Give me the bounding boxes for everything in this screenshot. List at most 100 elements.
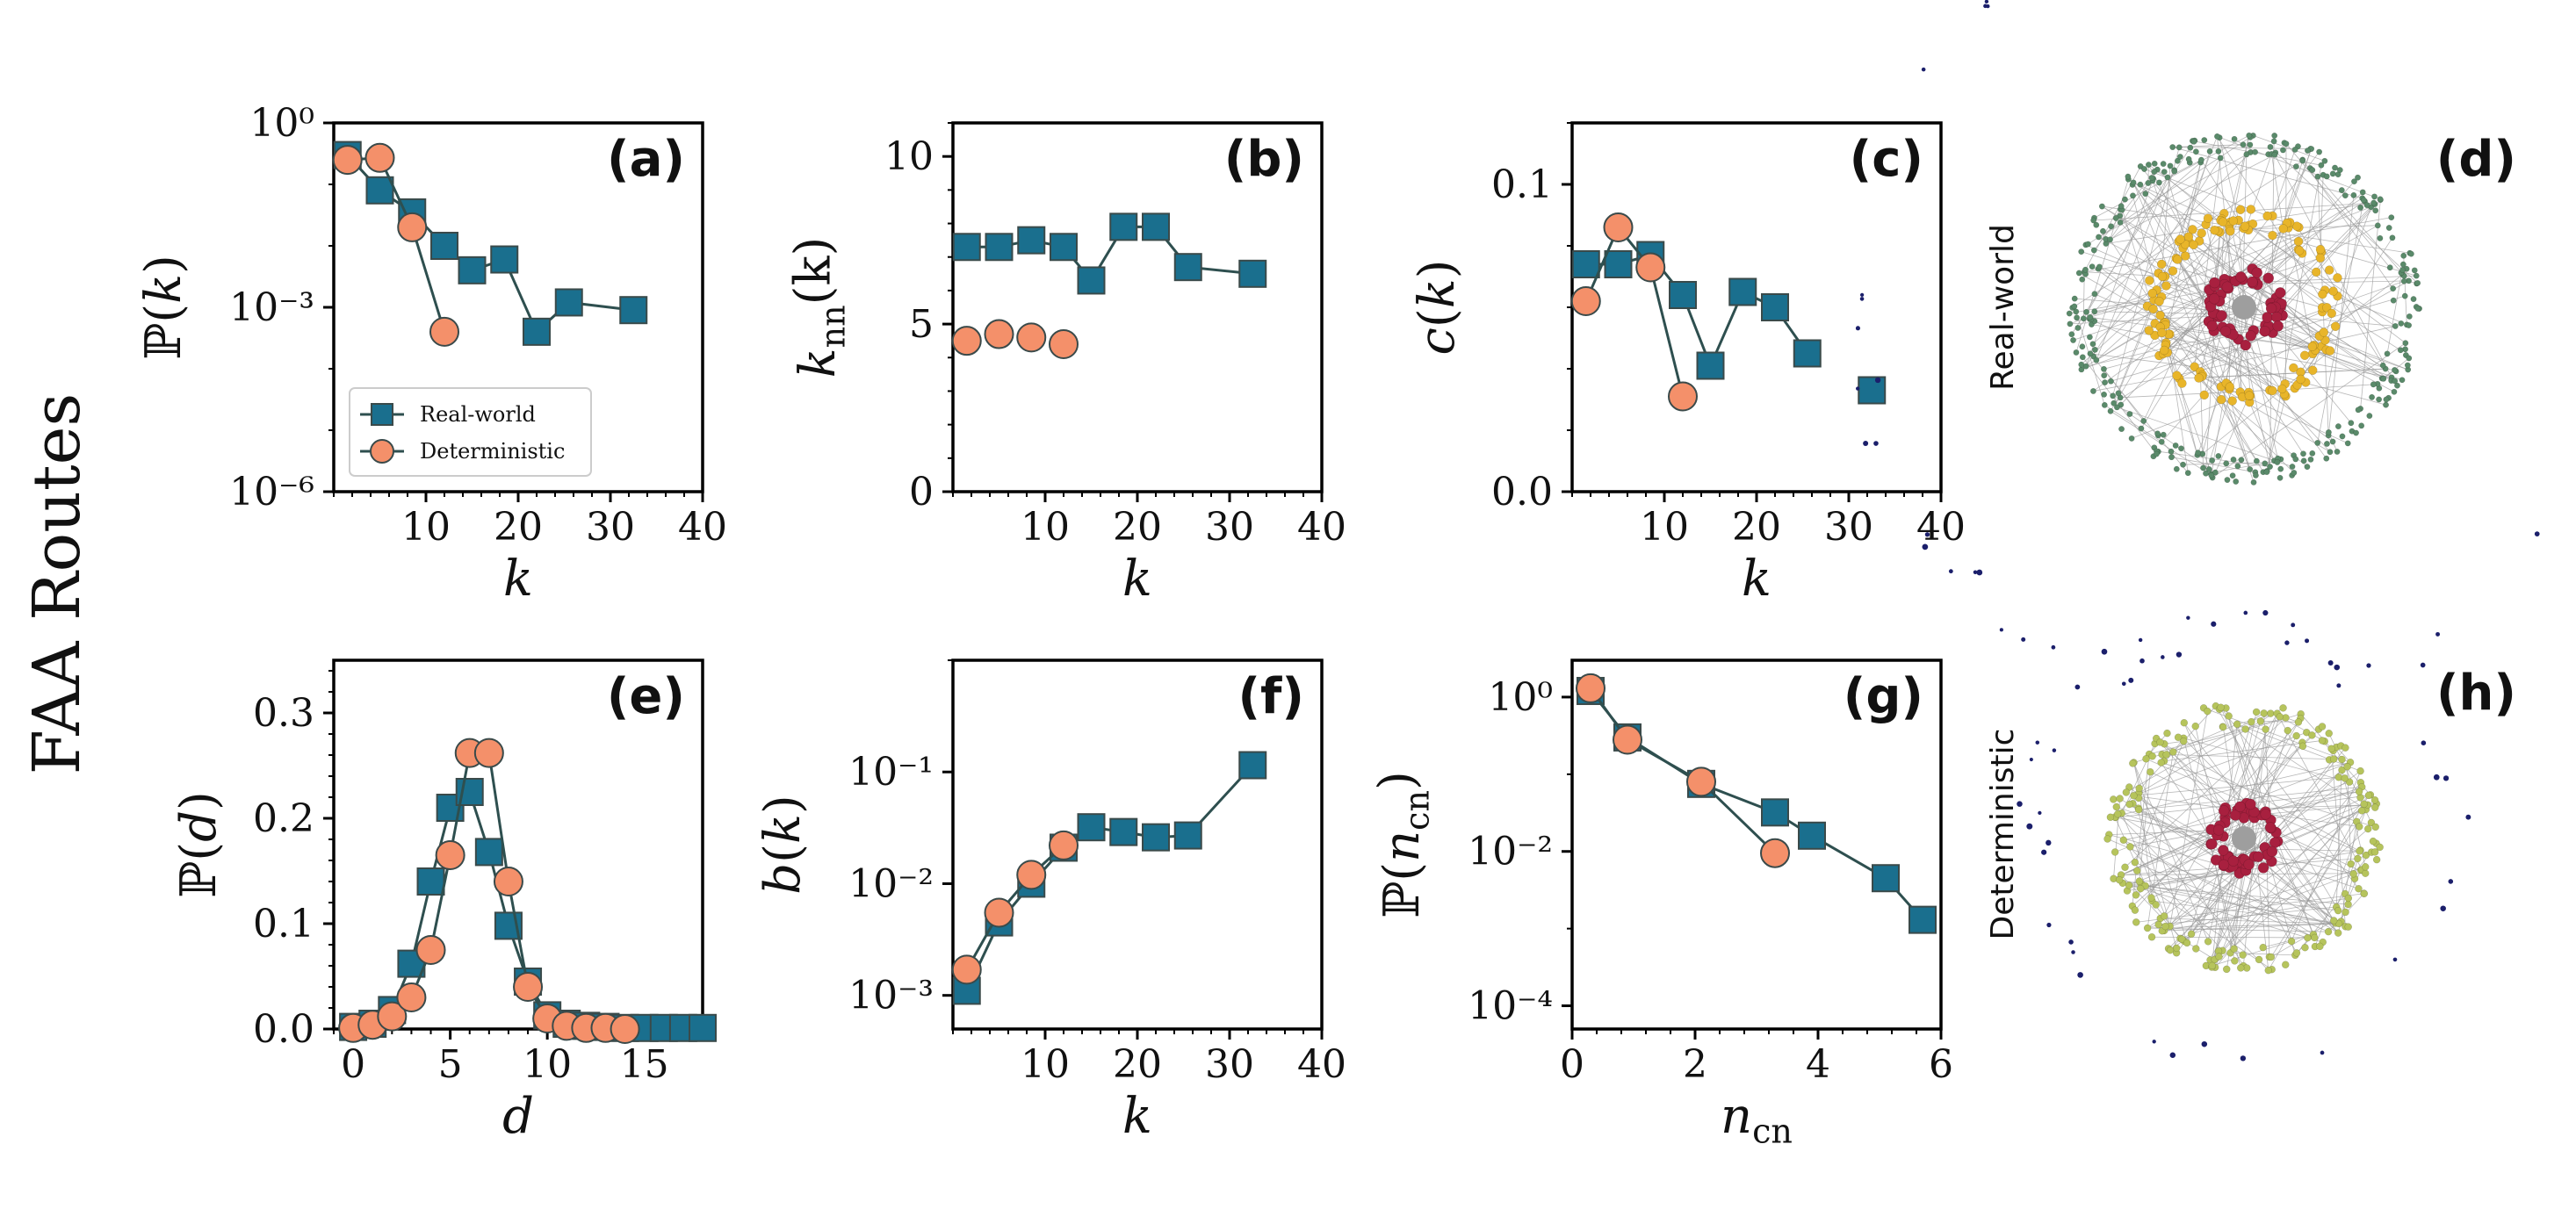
network-node	[1873, 441, 1879, 446]
network-node	[2189, 240, 2198, 250]
legend: Real-world Deterministic	[349, 387, 592, 477]
network-edge	[2161, 263, 2323, 308]
network-node	[2154, 296, 2164, 306]
panel-label-f: (f)	[1237, 668, 1304, 725]
network-node	[2414, 279, 2421, 286]
network-edge	[2360, 199, 2381, 409]
network-node	[2397, 347, 2404, 354]
data-point	[1669, 281, 1697, 309]
network-node	[2073, 308, 2080, 315]
network-node	[2334, 423, 2341, 430]
x-tick-label: 10	[401, 505, 451, 550]
series-deterministic	[1576, 673, 1790, 868]
network-node	[2252, 148, 2259, 155]
network-node	[2361, 869, 2370, 877]
network-edge	[2102, 205, 2278, 312]
network-edge	[2104, 405, 2162, 443]
network-node	[2180, 461, 2187, 468]
network-node	[2332, 164, 2338, 171]
network-node	[2390, 285, 2397, 292]
network-node	[2240, 1055, 2247, 1061]
network-node	[2071, 295, 2078, 302]
network-node	[2230, 945, 2238, 953]
network-edge	[2093, 375, 2177, 392]
network-node	[2234, 463, 2241, 470]
network-node	[2314, 439, 2321, 446]
network-node	[2322, 303, 2332, 313]
network-node	[2160, 431, 2167, 438]
network-edge	[2183, 738, 2350, 783]
network-node	[2292, 456, 2299, 463]
network-node	[2433, 774, 2440, 781]
network-node	[2205, 466, 2212, 472]
network-node	[1859, 297, 1865, 301]
network-node	[2169, 144, 2176, 151]
network-node	[2282, 961, 2290, 968]
network-edge	[2237, 761, 2351, 863]
network-node	[2231, 135, 2238, 142]
network-node	[2129, 759, 2137, 767]
network-node	[2131, 906, 2139, 914]
network-node	[2256, 717, 2265, 725]
network-node	[2246, 205, 2256, 214]
network-node	[2372, 855, 2381, 864]
axes-frame	[332, 658, 704, 1031]
network-node	[2225, 382, 2235, 392]
network-node	[2239, 951, 2247, 959]
network-node	[2243, 151, 2250, 158]
network-node	[2237, 964, 2245, 972]
network-edge	[2176, 258, 2304, 455]
network-edge	[2161, 753, 2342, 760]
network-node	[2308, 731, 2316, 739]
network-node	[1983, 4, 1988, 9]
network-node	[2309, 167, 2316, 174]
network-node	[2147, 767, 2154, 776]
network-node	[2294, 718, 2303, 726]
network-node	[2111, 399, 2118, 407]
network-node	[2386, 264, 2393, 271]
network-edge	[2216, 313, 2385, 379]
network-node	[2078, 361, 2085, 368]
x-axis-label: k	[1742, 551, 1771, 608]
data-point	[490, 245, 519, 274]
series-line	[1589, 687, 1777, 854]
network-edge	[2172, 147, 2312, 149]
network-node	[2299, 350, 2310, 361]
network-diagram-real-world	[1855, 0, 2540, 688]
network-node	[2075, 324, 2082, 331]
network-node	[2401, 292, 2408, 299]
network-node	[2247, 276, 2258, 288]
network-node	[2327, 660, 2334, 666]
network-node	[2357, 205, 2364, 211]
network-node	[2277, 384, 2287, 394]
network-side-label-deterministic: Deterministic	[1985, 729, 2021, 940]
network-node	[2121, 681, 2126, 687]
network-node	[2298, 742, 2307, 751]
network-edge	[2172, 147, 2363, 199]
network-node	[2231, 957, 2239, 965]
network-node	[2255, 955, 2263, 964]
row-label: FAA Routes	[19, 393, 95, 775]
network-node	[2128, 677, 2134, 683]
network-node	[2148, 175, 2155, 181]
x-tick-label: 20	[1113, 1042, 1162, 1087]
network-panel-d: (d) Real-world	[1855, 0, 2540, 688]
network-node	[2385, 225, 2392, 231]
network-node	[2252, 471, 2259, 479]
network-edge	[2276, 831, 2354, 874]
network-node	[2229, 472, 2236, 479]
network-node	[2163, 729, 2171, 738]
network-node	[2278, 224, 2288, 234]
network-node	[2208, 961, 2217, 970]
network-node	[2334, 906, 2342, 915]
network-node	[2153, 450, 2160, 457]
network-node	[2240, 339, 2252, 351]
network-node	[2356, 847, 2363, 855]
network-node	[2157, 271, 2168, 282]
network-node	[2230, 457, 2237, 463]
network-node	[2243, 610, 2248, 615]
network-edge	[2214, 395, 2250, 473]
network-node	[2366, 413, 2373, 420]
network-node	[2107, 236, 2113, 243]
